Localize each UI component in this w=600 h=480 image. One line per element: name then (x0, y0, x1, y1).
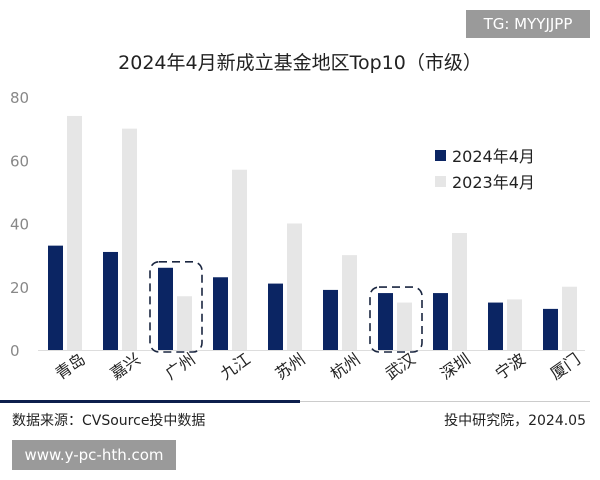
source-note: 数据来源：CVSource投中数据 (12, 413, 206, 429)
bar-2023-9 (562, 286, 577, 350)
bar-2023-8 (507, 299, 522, 350)
legend-swatch-0 (435, 150, 446, 161)
bar-2023-2 (177, 296, 192, 350)
x-tick-label: 深圳 (437, 349, 474, 383)
y-tick-label: 80 (10, 89, 29, 107)
y-tick-label: 20 (10, 279, 29, 297)
x-tick-label: 宁波 (492, 349, 529, 383)
x-tick-label: 九江 (217, 349, 254, 383)
footer-divider-light (300, 401, 590, 402)
bar-2024-3 (213, 277, 228, 350)
bar-2024-9 (543, 308, 558, 350)
y-tick-label: 40 (10, 216, 29, 234)
bar-2023-0 (67, 115, 82, 350)
bar-2024-1 (103, 251, 118, 350)
bar-2023-4 (287, 223, 302, 350)
watermark-top: TG: MYYJJPP (466, 10, 590, 38)
bar-2023-7 (452, 232, 467, 350)
footer-divider-dark (0, 400, 300, 403)
bar-2024-8 (488, 302, 503, 350)
watermark-bottom: www.y-pc-hth.com (12, 440, 176, 470)
bar-2024-2 (158, 267, 173, 350)
bar-2023-5 (342, 255, 357, 350)
highlight-box-2 (149, 260, 203, 353)
publisher-note: 投中研究院，2024.05 (444, 413, 586, 429)
bar-2024-6 (378, 293, 393, 350)
bar-2024-4 (268, 283, 283, 350)
highlight-box-6 (369, 286, 423, 353)
bar-chart: 0 20 40 60 80 青岛 嘉兴 广州 九江 苏州 杭州 武汉 深圳 宁波 厦门 2024年4月 2023… (10, 89, 585, 383)
bar-2024-0 (48, 245, 63, 350)
x-tick-label: 青岛 (52, 349, 89, 383)
y-tick-label: 0 (10, 342, 20, 360)
x-tick-label: 嘉兴 (107, 349, 144, 383)
y-tick-label: 60 (10, 152, 29, 170)
bar-2024-7 (433, 293, 448, 350)
bar-2023-6 (397, 302, 412, 350)
legend-label-0: 2024年4月 (452, 147, 535, 166)
x-tick-label: 武汉 (382, 349, 419, 383)
x-tick-label: 厦门 (547, 349, 584, 383)
x-tick-label: 苏州 (272, 349, 309, 383)
legend-swatch-1 (435, 176, 446, 187)
chart-title: 2024年4月新成立基金地区Top10（市级） (118, 52, 482, 74)
bar-2023-1 (122, 128, 137, 350)
x-tick-label: 杭州 (327, 349, 364, 383)
bar-2023-3 (232, 169, 247, 350)
bar-2024-5 (323, 289, 338, 350)
x-tick-label: 广州 (162, 349, 199, 383)
legend-label-1: 2023年4月 (452, 173, 535, 192)
